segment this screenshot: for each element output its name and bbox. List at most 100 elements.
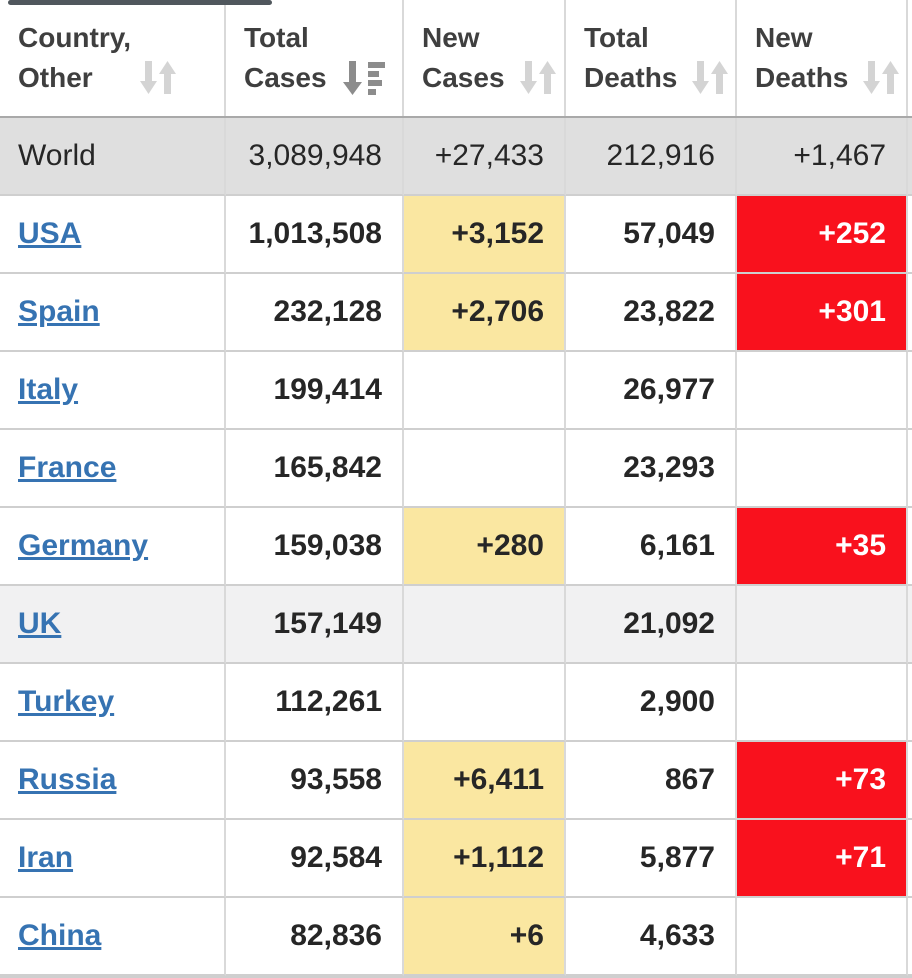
- country-cell: China: [0, 898, 226, 976]
- country-link[interactable]: Iran: [18, 841, 74, 874]
- total-cases-cell: 92,584: [226, 820, 404, 898]
- total-deaths-cell: 23,293: [566, 430, 737, 508]
- header-label-line1: Total: [584, 22, 649, 53]
- table-row: World 3,089,948 +27,433 212,916 +1,467: [0, 118, 912, 196]
- total-deaths-cell: 57,049: [566, 196, 737, 274]
- country-link[interactable]: China: [18, 919, 102, 952]
- new-deaths-cell: +35: [737, 508, 908, 586]
- next-column-sliver: [908, 118, 912, 196]
- country-cell: UK: [0, 586, 226, 664]
- total-cases-cell: 82,836: [226, 898, 404, 976]
- total-cases-cell: 199,414: [226, 352, 404, 430]
- total-deaths-cell: 26,977: [566, 352, 737, 430]
- total-cases-cell: 3,089,948: [226, 118, 404, 196]
- new-deaths-cell: [737, 586, 908, 664]
- total-cases-cell: 157,149: [226, 586, 404, 664]
- new-cases-cell: [404, 586, 566, 664]
- header-label-line1: New: [755, 22, 813, 53]
- sort-both-icon: [692, 61, 729, 94]
- country-link[interactable]: UK: [18, 607, 62, 640]
- new-deaths-cell: +1,467: [737, 118, 908, 196]
- new-cases-cell: +6: [404, 898, 566, 976]
- sort-both-icon: [863, 61, 900, 94]
- new-deaths-cell: +301: [737, 274, 908, 352]
- total-cases-cell: 165,842: [226, 430, 404, 508]
- total-deaths-cell: 23,822: [566, 274, 737, 352]
- header-label-line2: Cases: [422, 62, 505, 93]
- table-row: Italy 199,414 26,977: [0, 352, 912, 430]
- country-link[interactable]: Germany: [18, 529, 149, 562]
- sort-descending-icon: [342, 61, 385, 95]
- next-column-sliver: [908, 898, 912, 976]
- table-row: Germany 159,038 +280 6,161 +35: [0, 508, 912, 586]
- header-label-line1: New: [422, 22, 480, 53]
- header-new-cases[interactable]: New Cases: [404, 0, 566, 116]
- total-cases-cell: 93,558: [226, 742, 404, 820]
- total-deaths-cell: 212,916: [566, 118, 737, 196]
- total-deaths-cell: 5,877: [566, 820, 737, 898]
- country-cell: Russia: [0, 742, 226, 820]
- country-cell: Germany: [0, 508, 226, 586]
- header-label-line2: Deaths: [584, 62, 678, 93]
- table-row: Turkey 112,261 2,900: [0, 664, 912, 742]
- header-country-other[interactable]: Country, Other: [0, 0, 226, 116]
- total-cases-cell: 232,128: [226, 274, 404, 352]
- country-link[interactable]: Italy: [18, 373, 79, 406]
- new-cases-cell: [404, 430, 566, 508]
- country-link[interactable]: Turkey: [18, 685, 115, 718]
- table-row: France 165,842 23,293: [0, 430, 912, 508]
- table-row: Iran 92,584 +1,112 5,877 +71: [0, 820, 912, 898]
- new-deaths-cell: +73: [737, 742, 908, 820]
- country-link[interactable]: Russia: [18, 763, 117, 796]
- table-header-row: Country, Other Total Cases: [0, 0, 912, 118]
- table-row: Russia 93,558 +6,411 867 +73: [0, 742, 912, 820]
- new-cases-cell: +6,411: [404, 742, 566, 820]
- table-row: China 82,836 +6 4,633: [0, 898, 912, 976]
- total-deaths-cell: 2,900: [566, 664, 737, 742]
- header-label-line1: Country,: [18, 22, 132, 53]
- next-column-sliver: [908, 196, 912, 274]
- new-deaths-cell: +252: [737, 196, 908, 274]
- new-cases-cell: +27,433: [404, 118, 566, 196]
- country-link[interactable]: USA: [18, 217, 82, 250]
- sort-both-icon: [139, 61, 176, 94]
- country-cell: Iran: [0, 820, 226, 898]
- table-body: World 3,089,948 +27,433 212,916 +1,467 U…: [0, 118, 912, 976]
- table-row: Spain 232,128 +2,706 23,822 +301: [0, 274, 912, 352]
- country-cell: Turkey: [0, 664, 226, 742]
- table-row: UK 157,149 21,092: [0, 586, 912, 664]
- new-cases-cell: [404, 352, 566, 430]
- horizontal-scrollbar-thumb[interactable]: [8, 0, 272, 5]
- country-cell: World: [0, 118, 226, 196]
- next-column-sliver: [908, 742, 912, 820]
- new-cases-cell: [404, 664, 566, 742]
- header-total-deaths[interactable]: Total Deaths: [566, 0, 737, 116]
- next-column-sliver: [908, 352, 912, 430]
- total-cases-cell: 1,013,508: [226, 196, 404, 274]
- country-link[interactable]: France: [18, 451, 117, 484]
- next-column-sliver: [908, 0, 912, 116]
- country-link: World: [18, 139, 96, 172]
- country-cell: Italy: [0, 352, 226, 430]
- header-new-deaths[interactable]: New Deaths: [737, 0, 908, 116]
- new-deaths-cell: [737, 352, 908, 430]
- header-label-line2: Deaths: [755, 62, 849, 93]
- country-link[interactable]: Spain: [18, 295, 100, 328]
- total-deaths-cell: 4,633: [566, 898, 737, 976]
- next-column-sliver: [908, 430, 912, 508]
- next-column-sliver: [908, 274, 912, 352]
- new-cases-cell: +1,112: [404, 820, 566, 898]
- table-row: USA 1,013,508 +3,152 57,049 +252: [0, 196, 912, 274]
- header-label-line1: Total: [244, 22, 309, 53]
- new-cases-cell: +3,152: [404, 196, 566, 274]
- next-column-sliver: [908, 820, 912, 898]
- next-column-sliver: [908, 508, 912, 586]
- sort-both-icon: [519, 61, 556, 94]
- country-cell: France: [0, 430, 226, 508]
- total-cases-cell: 112,261: [226, 664, 404, 742]
- header-total-cases[interactable]: Total Cases: [226, 0, 404, 116]
- header-label-line2: Other: [18, 62, 93, 93]
- next-column-sliver: [908, 586, 912, 664]
- next-column-sliver: [908, 664, 912, 742]
